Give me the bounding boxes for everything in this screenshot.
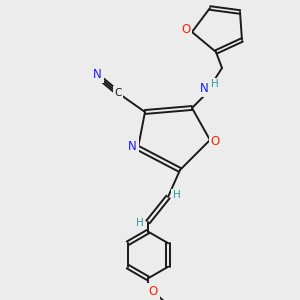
Text: N: N bbox=[200, 82, 209, 95]
Text: H: H bbox=[172, 190, 180, 200]
Text: O: O bbox=[211, 135, 220, 148]
Text: N: N bbox=[93, 68, 102, 81]
Text: C: C bbox=[114, 88, 122, 98]
Text: O: O bbox=[149, 285, 158, 298]
Text: O: O bbox=[182, 23, 190, 36]
Text: H: H bbox=[211, 80, 218, 89]
Text: N: N bbox=[128, 140, 137, 153]
Text: H: H bbox=[136, 218, 143, 229]
